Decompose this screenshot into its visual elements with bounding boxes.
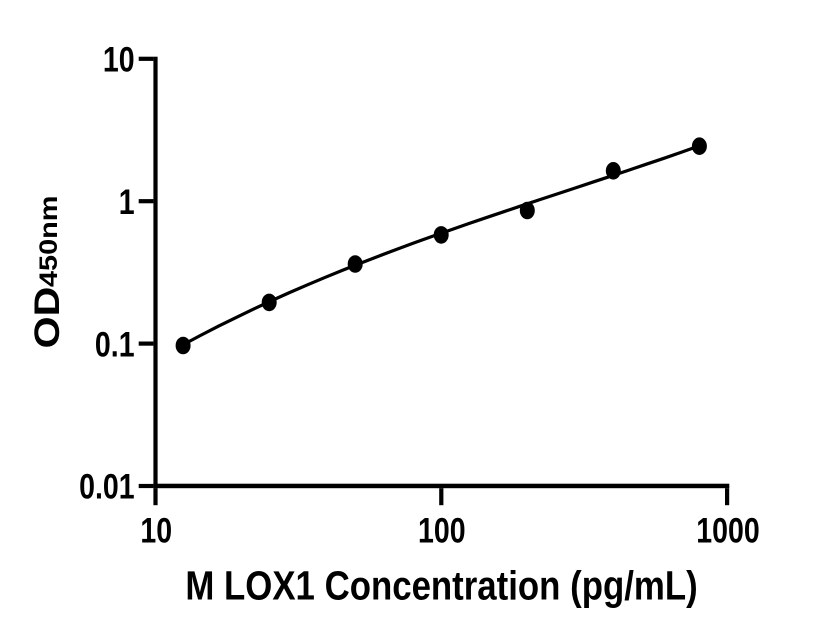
svg-text:1: 1 bbox=[119, 182, 135, 221]
svg-text:10: 10 bbox=[103, 40, 135, 79]
svg-text:450nm: 450nm bbox=[35, 196, 63, 287]
svg-text:0.1: 0.1 bbox=[95, 325, 135, 364]
svg-text:OD: OD bbox=[28, 287, 67, 349]
svg-text:M LOX1 Concentration (pg/mL): M LOX1 Concentration (pg/mL) bbox=[185, 563, 697, 609]
svg-text:1000: 1000 bbox=[696, 511, 759, 550]
svg-text:10: 10 bbox=[140, 511, 172, 550]
svg-text:100: 100 bbox=[418, 511, 466, 550]
svg-text:0.01: 0.01 bbox=[79, 467, 135, 506]
